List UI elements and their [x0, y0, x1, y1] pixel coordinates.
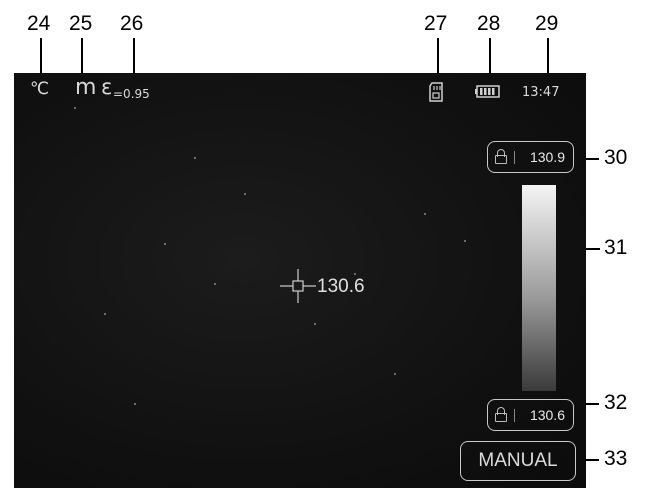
center-temperature: 130.6 [317, 276, 365, 297]
noise-dot [244, 193, 246, 195]
noise-dot [394, 373, 396, 375]
leader-line-28 [489, 38, 491, 82]
leader-line-30 [574, 158, 599, 160]
manual-mode-button[interactable]: MANUAL [460, 441, 576, 481]
noise-dot [194, 157, 196, 159]
measure-mode-indicator: m [75, 75, 97, 100]
lock-icon [495, 149, 507, 164]
noise-dot [164, 243, 166, 245]
callout-31: 31 [604, 236, 628, 259]
divider [514, 409, 515, 422]
callout-25: 25 [69, 12, 93, 35]
clock-time: 13:47 [522, 85, 560, 100]
emissivity-value: =0.95 [113, 87, 150, 101]
callout-28: 28 [477, 12, 501, 35]
min-temp-value: 130.6 [529, 407, 565, 423]
leader-line-25 [81, 38, 83, 80]
noise-dot [424, 213, 426, 215]
callout-33: 33 [604, 447, 628, 470]
callout-30: 30 [604, 146, 628, 169]
battery-icon [475, 85, 500, 98]
callout-32: 32 [604, 391, 628, 414]
callout-26: 26 [120, 12, 144, 35]
sd-card-icon [429, 82, 443, 102]
temperature-scale-bar [522, 185, 556, 391]
max-temp-value: 130.9 [529, 149, 565, 165]
noise-dot [134, 403, 136, 405]
callout-29: 29 [535, 12, 559, 35]
noise-dot [74, 107, 76, 109]
leader-line-29 [547, 38, 549, 78]
thermal-camera-screen: ℃ m ε =0.95 13:47 130.9 130.6 M [14, 73, 586, 488]
crosshair-icon [280, 269, 316, 303]
noise-dot [354, 273, 356, 275]
noise-dot [214, 283, 216, 285]
leader-line-32 [574, 403, 599, 405]
max-temp-lock[interactable]: 130.9 [487, 141, 574, 173]
min-temp-lock[interactable]: 130.6 [487, 399, 574, 431]
lock-icon [495, 407, 507, 422]
divider [514, 151, 515, 164]
leader-line-26 [133, 38, 135, 78]
leader-line-24 [40, 38, 42, 76]
callout-27: 27 [424, 12, 448, 35]
noise-dot [314, 323, 316, 325]
emissivity-symbol: ε [101, 75, 113, 99]
leader-line-27 [437, 38, 439, 82]
callout-24: 24 [27, 12, 51, 35]
noise-dot [104, 313, 106, 315]
noise-dot [464, 240, 466, 242]
temperature-unit: ℃ [30, 79, 50, 99]
